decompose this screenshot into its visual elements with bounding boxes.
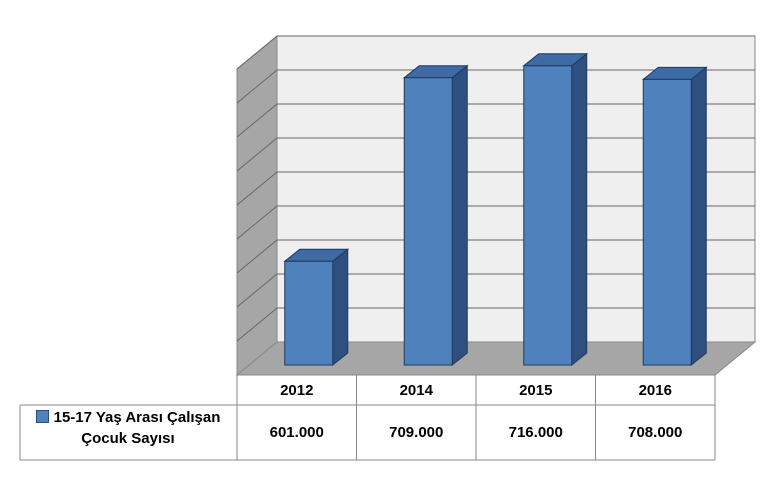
bar — [403, 77, 453, 366]
side-grid-line — [236, 307, 278, 342]
bar — [642, 78, 692, 366]
category-label: 2016 — [638, 381, 672, 399]
legend-key — [35, 410, 49, 423]
bar-side — [332, 248, 349, 367]
side-grid-line — [236, 35, 278, 70]
value-label: 601.000 — [269, 424, 324, 441]
bar — [284, 260, 334, 366]
bar-side — [451, 64, 468, 367]
category-label: 2015 — [519, 381, 553, 399]
side-grid-line — [236, 103, 278, 138]
side-grid-line — [236, 137, 278, 172]
floor — [235, 341, 757, 376]
side-grid-line — [236, 171, 278, 206]
side-grid-line — [236, 205, 278, 240]
value-label: 708.000 — [628, 424, 683, 441]
category-label: 2012 — [280, 381, 314, 399]
value-label: 709.000 — [389, 424, 444, 441]
side-grid-line — [236, 273, 278, 308]
legend-entry: 15-17 Yaş Arası Çalışan Çocuk Sayısı — [22, 407, 234, 449]
side-grid-line — [236, 69, 278, 104]
bar-side — [690, 66, 707, 367]
value-label: 716.000 — [508, 424, 563, 441]
legend-label: 15-17 Yaş Arası Çalışan Çocuk Sayısı — [53, 409, 221, 447]
bar-side — [571, 52, 588, 367]
side-grid-line — [236, 239, 278, 274]
category-label: 2014 — [399, 381, 433, 399]
bar — [523, 65, 573, 366]
